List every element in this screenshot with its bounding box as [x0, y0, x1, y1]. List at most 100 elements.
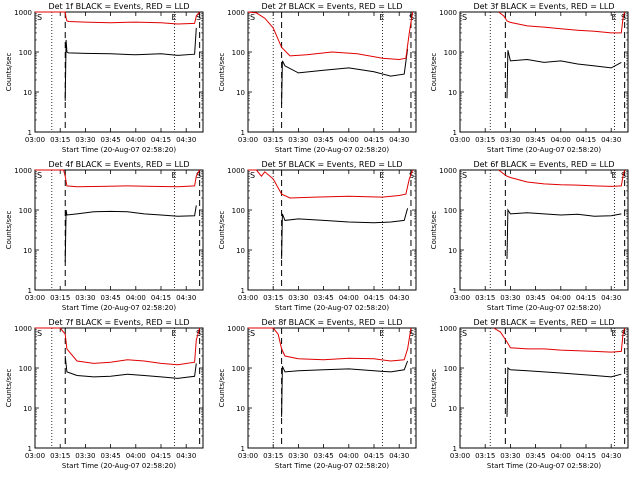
y-tick-label: 1 — [453, 129, 457, 137]
detector-panel: Det 3f BLACK = Events, RED = LLD Counts/s… — [430, 2, 629, 154]
x-tick-label: 04:15 — [364, 294, 384, 302]
x-tick-label: 03:15 — [50, 294, 70, 302]
x-tick-label: 04:15 — [576, 452, 596, 460]
x-tick-label: 03:30 — [500, 136, 520, 144]
y-tick-label: 1000 — [439, 167, 457, 175]
plot-frame — [459, 169, 629, 291]
marker-label-e: E — [171, 13, 176, 22]
marker-label-e: E — [379, 13, 384, 22]
detector-panel: Det 1f BLACK = Events, RED = LLD Counts/s… — [5, 2, 204, 154]
x-tick-label: 03:30 — [288, 136, 308, 144]
events-series-line — [64, 355, 197, 379]
x-tick-label: 04:30 — [601, 452, 621, 460]
x-tick-label: 03:45 — [314, 136, 334, 144]
x-tick-label: 03:15 — [50, 452, 70, 460]
x-axis-label: Start Time (20-Aug-07 02:58:20) — [62, 462, 176, 470]
y-tick-label: 1000 — [14, 167, 32, 175]
x-tick-label: 03:30 — [500, 452, 520, 460]
marker-label-e: E — [171, 171, 176, 180]
marker-label-s: S — [250, 329, 255, 338]
x-axis-label: Start Time (20-Aug-07 02:58:20) — [487, 462, 601, 470]
y-tick-label: 1000 — [227, 325, 245, 333]
x-tick-label: 03:45 — [526, 452, 546, 460]
y-tick-label: 1000 — [227, 167, 245, 175]
detector-panel: Det 6f BLACK = Events, RED = LLD Counts/s… — [430, 160, 629, 312]
y-tick-label: 10 — [23, 89, 32, 97]
events-series-line — [506, 208, 622, 259]
x-tick-label: 04:00 — [339, 294, 359, 302]
x-tick-label: 04:30 — [176, 452, 196, 460]
marker-label-e: E — [612, 171, 617, 180]
y-tick-label: 1000 — [14, 325, 32, 333]
x-tick-label: 03:45 — [101, 294, 121, 302]
x-tick-label: 04:00 — [126, 452, 146, 460]
y-tick-label: 100 — [19, 207, 32, 215]
y-axis-label: Counts/sec — [430, 369, 438, 408]
x-tick-label: 04:30 — [389, 136, 409, 144]
marker-label-s: S — [462, 329, 467, 338]
y-tick-label: 1 — [241, 129, 245, 137]
y-tick-label: 1 — [28, 129, 32, 137]
x-tick-label: 03:00 — [450, 452, 470, 460]
y-tick-label: 1 — [453, 287, 457, 295]
x-tick-label: 04:00 — [551, 136, 571, 144]
y-axis-label: Counts/sec — [218, 53, 226, 92]
marker-label-s: S — [462, 171, 467, 180]
detector-panel: Det 2f BLACK = Events, RED = LLD Counts/s… — [218, 2, 417, 154]
plot-frame — [34, 327, 204, 449]
events-series-line — [506, 367, 622, 417]
marker-label-s: S — [37, 13, 42, 22]
x-tick-label: 03:45 — [101, 136, 121, 144]
x-tick-label: 03:30 — [75, 294, 95, 302]
x-tick-label: 03:00 — [25, 452, 45, 460]
x-tick-label: 03:30 — [288, 452, 308, 460]
y-axis-label: Counts/sec — [218, 369, 226, 408]
x-tick-label: 04:15 — [576, 294, 596, 302]
x-tick-label: 03:00 — [25, 136, 45, 144]
detector-panel: Det 7f BLACK = Events, RED = LLD Counts/s… — [5, 318, 204, 470]
x-tick-label: 03:45 — [101, 452, 121, 460]
y-tick-label: 10 — [23, 247, 32, 255]
x-tick-label: 04:00 — [126, 294, 146, 302]
x-tick-label: 03:15 — [263, 294, 283, 302]
plot-frame — [247, 11, 417, 133]
panel-title: Det 3f BLACK = Events, RED = LLD — [473, 2, 614, 11]
y-tick-label: 100 — [444, 365, 457, 373]
x-tick-label: 04:00 — [339, 136, 359, 144]
detector-panel: Det 8f BLACK = Events, RED = LLD Counts/s… — [218, 318, 417, 470]
x-axis-label: Start Time (20-Aug-07 02:58:20) — [62, 146, 176, 154]
x-axis-label: Start Time (20-Aug-07 02:58:20) — [487, 146, 601, 154]
marker-label-s: S — [462, 13, 467, 22]
detector-panel: Det 4f BLACK = Events, RED = LLD Counts/s… — [5, 160, 204, 312]
x-tick-label: 03:15 — [475, 452, 495, 460]
y-tick-label: 1 — [241, 445, 245, 453]
x-tick-label: 04:00 — [126, 136, 146, 144]
lld-series-line — [247, 11, 414, 61]
detector-panel: Det 9f BLACK = Events, RED = LLD Counts/s… — [430, 318, 629, 470]
y-tick-label: 10 — [236, 247, 245, 255]
y-tick-label: 100 — [19, 365, 32, 373]
x-axis-label: Start Time (20-Aug-07 02:58:20) — [487, 304, 601, 312]
plot-frame — [459, 11, 629, 133]
x-tick-label: 03:45 — [314, 294, 334, 302]
marker-label-s: S — [37, 329, 42, 338]
marker-label-e: E — [612, 329, 617, 338]
marker-label-s: S — [250, 13, 255, 22]
marker-label-e: E — [379, 329, 384, 338]
x-tick-label: 04:00 — [339, 452, 359, 460]
x-tick-label: 03:15 — [263, 452, 283, 460]
lld-series-line — [35, 327, 201, 366]
y-axis-label: Counts/sec — [218, 211, 226, 250]
y-tick-label: 1000 — [227, 9, 245, 17]
events-series-line — [281, 360, 409, 417]
lld-series-line — [498, 11, 626, 34]
panel-title: Det 9f BLACK = Events, RED = LLD — [473, 318, 614, 327]
y-tick-label: 1000 — [439, 325, 457, 333]
panel-title: Det 2f BLACK = Events, RED = LLD — [261, 2, 402, 11]
panel-title: Det 1f BLACK = Events, RED = LLD — [48, 2, 189, 11]
events-series-line — [281, 48, 409, 105]
y-tick-label: 10 — [236, 405, 245, 413]
x-tick-label: 03:30 — [75, 452, 95, 460]
y-tick-label: 100 — [232, 49, 245, 57]
y-tick-label: 1 — [28, 287, 32, 295]
